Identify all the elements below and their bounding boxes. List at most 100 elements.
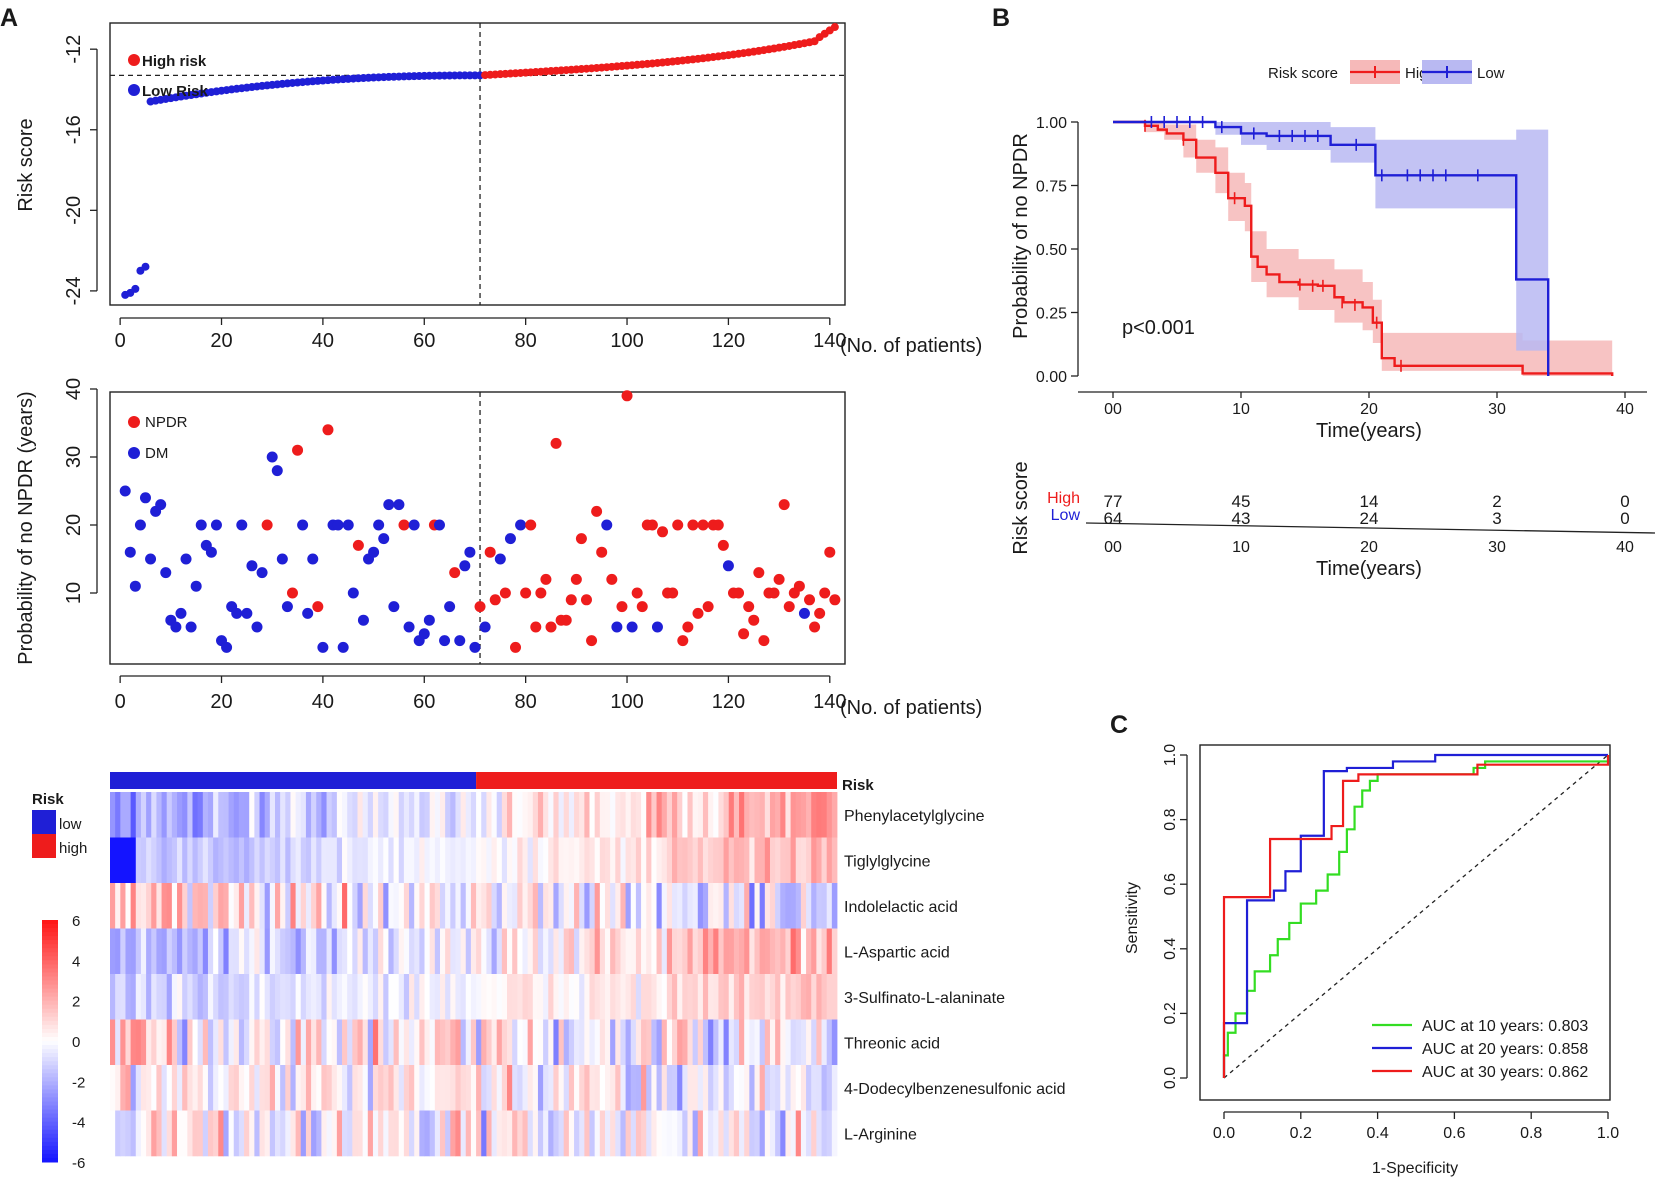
heatmap-cell xyxy=(424,1065,431,1111)
heatmap-cell xyxy=(723,792,730,838)
heatmap-cell xyxy=(491,928,498,975)
heatmap-cell xyxy=(378,974,384,1020)
heatmap-cell xyxy=(749,928,755,975)
heatmap-cell xyxy=(166,1019,173,1066)
colorbar-tick-label: -6 xyxy=(72,1155,85,1172)
heatmap-cell xyxy=(228,974,235,1020)
heatmap-cell xyxy=(331,792,338,838)
heatmap-cell xyxy=(187,883,193,929)
heatmap-cell xyxy=(140,1019,147,1066)
heatmap-cell xyxy=(795,1110,802,1157)
heatmap-cell xyxy=(414,883,420,929)
npdr-point xyxy=(814,607,826,619)
heatmap-cell xyxy=(182,1019,188,1066)
heatmap-cell xyxy=(739,1065,745,1111)
heatmap-cell xyxy=(357,1065,364,1111)
heatmap-cell xyxy=(156,883,162,929)
heatmap-cell xyxy=(713,837,719,884)
heatmap-cell xyxy=(460,1065,467,1111)
heatmap-cell xyxy=(120,1110,126,1157)
heatmap-cell xyxy=(388,928,394,975)
heatmap-cell xyxy=(244,1065,250,1111)
npdr-point xyxy=(352,539,364,551)
heatmap-cell xyxy=(491,974,498,1020)
heatmap-cell xyxy=(130,1110,137,1157)
heatmap-cell xyxy=(439,792,446,838)
heatmap-cell xyxy=(501,1065,508,1111)
heatmap-cell xyxy=(305,928,312,975)
heatmap-cell xyxy=(625,928,632,975)
heatmap-cell xyxy=(754,1019,761,1066)
npdr-point xyxy=(565,594,577,606)
risk-table-xlabel: Time(years) xyxy=(1316,558,1422,580)
heatmap-cell xyxy=(537,1019,544,1066)
heatmap-cell xyxy=(249,928,255,975)
heatmap-cell xyxy=(419,1110,425,1157)
heatmap-cell xyxy=(672,928,678,975)
dm-point xyxy=(119,485,131,497)
heatmap-cell xyxy=(372,837,379,884)
heatmap-cell xyxy=(672,974,678,1020)
heatmap-cell xyxy=(589,1019,596,1066)
heatmap-cell xyxy=(589,883,596,929)
heatmap-cell xyxy=(207,1065,214,1111)
heatmap-cell xyxy=(336,837,343,884)
heatmap-cell xyxy=(352,837,358,884)
heatmap-cell xyxy=(244,792,250,838)
heatmap-cell xyxy=(233,928,240,975)
roc-legend: AUC at 10 years: 0.803 AUC at 20 years: 0… xyxy=(1372,1018,1588,1081)
heatmap-cell xyxy=(702,1019,709,1066)
km-legend-title: Risk score xyxy=(1268,65,1338,82)
heatmap-cell xyxy=(187,1019,193,1066)
heatmap-cell xyxy=(249,837,255,884)
heatmap-cell xyxy=(574,837,580,884)
heatmap-cell xyxy=(744,1065,750,1111)
x-tick-label: 80 xyxy=(515,691,537,713)
risk-score-plot-frame xyxy=(109,22,846,306)
heatmap-cell xyxy=(785,1019,791,1066)
heatmap-cell xyxy=(192,792,199,838)
heatmap-cell xyxy=(744,1019,750,1066)
heatmap-cell xyxy=(687,1065,694,1111)
colorbar-tick-label: 4 xyxy=(72,953,80,970)
heatmap-cell xyxy=(610,1019,616,1066)
dm-point xyxy=(454,635,466,647)
heatmap-cell xyxy=(383,883,389,929)
heatmap-cell xyxy=(115,974,121,1020)
heatmap-cell xyxy=(264,974,271,1020)
heatmap-cell xyxy=(759,792,766,838)
heatmap-cell xyxy=(821,1065,828,1111)
heatmap-cell xyxy=(357,974,364,1020)
heatmap-cell xyxy=(723,883,730,929)
heatmap-cell xyxy=(202,928,209,975)
heatmap-cell xyxy=(599,974,606,1020)
heatmap-cell xyxy=(599,1110,606,1157)
heatmap-cell xyxy=(537,928,544,975)
heatmap-cell xyxy=(733,792,740,838)
heatmap-cell xyxy=(455,1019,462,1066)
heatmap-cell xyxy=(728,883,735,929)
heatmap-cell xyxy=(146,837,152,884)
colorbar-segment xyxy=(42,944,58,949)
heatmap-cell xyxy=(300,1110,307,1157)
heatmap-cell xyxy=(537,792,544,838)
heatmap-cell xyxy=(177,837,183,884)
dm-point xyxy=(307,553,319,565)
heatmap-cell xyxy=(527,792,534,838)
heatmap-cell xyxy=(651,792,657,838)
heatmap-cell xyxy=(130,837,137,884)
heatmap-cell xyxy=(274,792,281,838)
heatmap-cell xyxy=(398,1019,405,1066)
heatmap-cell xyxy=(115,837,121,884)
heatmap-cell xyxy=(512,1065,518,1111)
heatmap-cell xyxy=(708,1065,714,1111)
heatmap-cell xyxy=(666,837,673,884)
heatmap-cell xyxy=(331,928,338,975)
heatmap-cell xyxy=(223,1019,229,1066)
heatmap-cell xyxy=(630,883,637,929)
heatmap-cell xyxy=(501,1019,508,1066)
heatmap-cell xyxy=(496,792,503,838)
heatmap-cell xyxy=(579,792,585,838)
heatmap-cell xyxy=(156,1065,162,1111)
heatmap-cell xyxy=(166,883,173,929)
